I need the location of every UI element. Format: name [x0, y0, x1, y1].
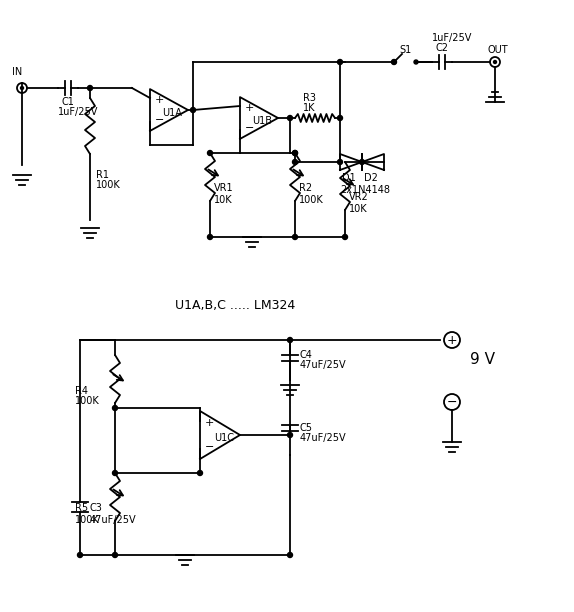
Circle shape: [113, 471, 118, 476]
Circle shape: [207, 151, 212, 155]
Circle shape: [87, 86, 92, 91]
Circle shape: [113, 406, 118, 411]
Text: 47uF/25V: 47uF/25V: [300, 433, 347, 443]
Text: 100K: 100K: [75, 396, 100, 406]
Circle shape: [494, 61, 497, 64]
Text: +: +: [245, 103, 254, 113]
Text: 47uF/25V: 47uF/25V: [300, 360, 347, 370]
Text: S1: S1: [399, 45, 411, 55]
Text: −: −: [155, 115, 164, 125]
Circle shape: [197, 471, 203, 476]
Text: +: +: [447, 334, 457, 346]
Text: R4: R4: [75, 386, 88, 396]
Text: C1: C1: [62, 97, 75, 107]
Text: 1uF/25V: 1uF/25V: [58, 107, 98, 117]
Circle shape: [293, 160, 297, 165]
Text: D1: D1: [342, 173, 356, 183]
Text: 1K: 1K: [303, 103, 316, 113]
Text: R5: R5: [75, 503, 88, 513]
Circle shape: [391, 59, 397, 64]
Text: C5: C5: [300, 423, 313, 433]
Circle shape: [113, 553, 118, 558]
Text: +: +: [205, 418, 214, 428]
Text: D2: D2: [364, 173, 378, 183]
Circle shape: [288, 116, 293, 121]
Circle shape: [338, 160, 343, 165]
Circle shape: [414, 60, 418, 64]
Text: −: −: [205, 442, 214, 452]
Text: VR2: VR2: [349, 192, 369, 202]
Text: 2x1N4148: 2x1N4148: [340, 185, 390, 195]
Circle shape: [293, 234, 297, 239]
Text: OUT: OUT: [487, 45, 507, 55]
Text: C3: C3: [90, 503, 103, 513]
Circle shape: [288, 433, 293, 438]
Text: U1A,B,C ..... LM324: U1A,B,C ..... LM324: [175, 299, 295, 312]
Text: 10K: 10K: [214, 195, 232, 205]
Circle shape: [288, 553, 293, 558]
Circle shape: [338, 116, 343, 121]
Circle shape: [359, 160, 364, 165]
Text: 10K: 10K: [349, 204, 367, 214]
Text: −: −: [245, 123, 254, 133]
Circle shape: [338, 59, 343, 64]
Text: 100K: 100K: [75, 515, 100, 525]
Circle shape: [288, 337, 293, 343]
Circle shape: [21, 86, 24, 89]
Circle shape: [343, 234, 347, 239]
Text: IN: IN: [12, 67, 22, 77]
Text: 100K: 100K: [299, 195, 324, 205]
Circle shape: [293, 151, 297, 155]
Text: 9 V: 9 V: [470, 353, 495, 367]
Text: U1B: U1B: [252, 116, 272, 126]
Text: 100K: 100K: [96, 180, 121, 190]
Text: +: +: [155, 95, 164, 105]
Text: R3: R3: [303, 93, 316, 103]
Text: U1A: U1A: [162, 108, 182, 118]
Circle shape: [392, 60, 396, 64]
Circle shape: [77, 553, 83, 558]
Text: R1: R1: [96, 170, 109, 180]
Circle shape: [191, 108, 196, 113]
Circle shape: [207, 234, 212, 239]
Text: U1C: U1C: [214, 433, 234, 443]
Text: −: −: [447, 395, 457, 408]
Text: C2: C2: [436, 43, 449, 53]
Text: 47uF/25V: 47uF/25V: [90, 515, 137, 525]
Text: 1uF/25V: 1uF/25V: [432, 33, 472, 43]
Text: VR1: VR1: [214, 183, 234, 193]
Circle shape: [293, 151, 297, 155]
Text: C4: C4: [300, 350, 313, 360]
Text: R2: R2: [299, 183, 312, 193]
